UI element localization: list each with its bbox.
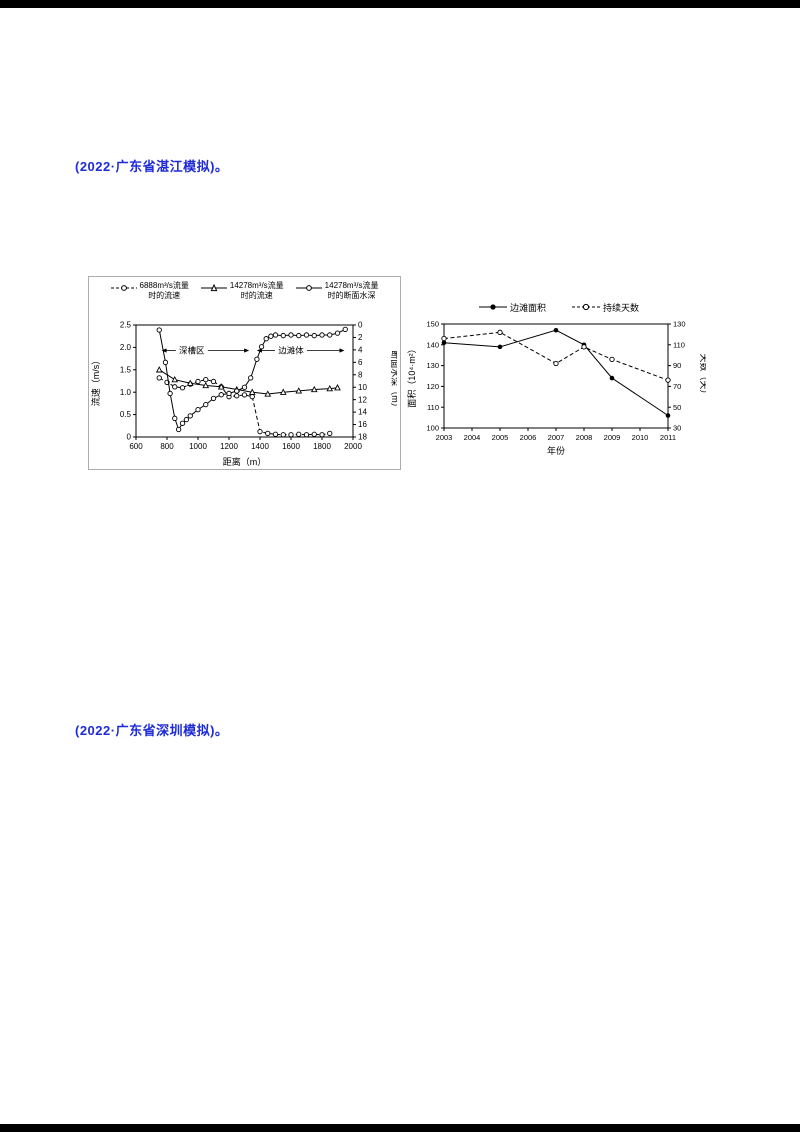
svg-text:120: 120 [426,382,439,391]
left-chart-legend: 6888m³/s流量 时的流速 14278m³/s流量 时的流速 [90,278,399,317]
svg-text:深槽区: 深槽区 [179,346,205,356]
svg-text:150: 150 [426,320,439,329]
legend-item-bar-area: 边滩面积 [478,301,546,314]
svg-text:90: 90 [673,361,681,370]
svg-text:2: 2 [358,333,363,342]
svg-text:6: 6 [358,358,363,367]
svg-text:1600: 1600 [282,442,300,451]
svg-text:1400: 1400 [251,442,269,451]
svg-text:110: 110 [673,340,685,349]
legend-label: 6888m³/s流量 时的流速 [139,281,189,300]
svg-text:100: 100 [426,424,439,433]
svg-text:断面水深（m）: 断面水深（m） [390,350,397,412]
legend-item-duration-days: 持续天数 [572,301,639,314]
solid-filled-circle-marker-icon [478,304,507,310]
legend-item-flow-6888: 6888m³/s流量 时的流速 [110,281,189,300]
right-chart-legend: 边滩面积 持续天数 [406,298,712,316]
dashed-open-circle-marker-icon [572,303,600,311]
svg-text:2009: 2009 [604,433,621,442]
svg-text:1.5: 1.5 [120,365,132,374]
solid-open-circle-marker-icon [295,285,322,291]
svg-text:70: 70 [673,382,681,391]
svg-text:流速（m/s）: 流速（m/s） [90,356,101,407]
legend-item-depth-14278: 14278m³/s流量 时的断面水深 [295,281,379,300]
svg-text:天数（天）: 天数（天） [699,353,706,398]
svg-text:12: 12 [358,395,367,404]
svg-text:0: 0 [358,321,363,330]
svg-text:2010: 2010 [632,433,649,442]
legend-label: 边滩面积 [509,302,546,313]
svg-text:130: 130 [426,361,439,370]
svg-text:2.5: 2.5 [120,321,132,330]
svg-text:1200: 1200 [220,442,238,451]
svg-text:2.0: 2.0 [120,343,132,352]
svg-text:0.5: 0.5 [120,410,132,419]
svg-text:面积（10⁴·m²）: 面积（10⁴·m²） [406,344,417,407]
svg-text:16: 16 [358,420,367,429]
svg-text:2004: 2004 [464,433,481,442]
svg-text:110: 110 [427,403,439,412]
svg-text:2000: 2000 [344,442,362,451]
question-source-2: (2022·广东省深圳模拟)。 [75,723,229,738]
legend-item-flow-14278: 14278m³/s流量 时的流速 [200,281,284,300]
svg-text:边滩体: 边滩体 [278,346,304,356]
svg-text:年份: 年份 [547,445,565,456]
svg-text:600: 600 [129,442,143,451]
svg-text:8: 8 [358,370,363,379]
svg-text:1800: 1800 [313,442,331,451]
svg-text:130: 130 [673,320,686,329]
svg-text:距离（m）: 距离（m） [223,456,267,467]
svg-text:2006: 2006 [520,433,537,442]
legend-label: 14278m³/s流量 时的流速 [229,281,284,300]
area-days-chart: 2003 2004 2005 2006 2007 2008 2009 2010 2011 年份 10… [406,320,706,456]
svg-text:14: 14 [358,408,367,417]
svg-text:30: 30 [673,424,681,433]
question-source-1: (2022·广东省湛江模拟)。 [75,159,229,174]
svg-text:10: 10 [358,383,367,392]
legend-label: 持续天数 [603,302,640,313]
svg-text:1000: 1000 [189,442,207,451]
svg-text:4: 4 [358,345,363,354]
svg-text:2007: 2007 [548,433,565,442]
svg-text:800: 800 [160,442,174,451]
svg-text:18: 18 [358,433,367,442]
area-days-figure: 边滩面积 持续天数 2003 2004 2005 2006 2007 2008 2009 20… [406,298,712,464]
svg-text:2011: 2011 [660,433,676,442]
legend-label: 14278m³/s流量 时的断面水深 [324,281,379,300]
svg-text:50: 50 [673,403,681,412]
svg-text:140: 140 [426,340,439,349]
svg-text:2005: 2005 [492,433,509,442]
solid-open-triangle-marker-icon [200,284,227,292]
svg-text:2003: 2003 [436,433,453,442]
velocity-depth-figure: 6888m³/s流量 时的流速 14278m³/s流量 时的流速 [88,276,401,470]
svg-text:0: 0 [127,433,132,442]
svg-text:1.0: 1.0 [120,388,132,397]
svg-text:2008: 2008 [576,433,593,442]
dashed-open-circle-marker-icon [110,285,137,291]
document-page: (2022·广东省湛江模拟)。 6888m³/s流量 时的流速 [0,8,800,1124]
velocity-depth-chart: 600 800 1000 1200 1400 1600 1800 2000 距离（m） 0 0.5 1… [90,321,397,467]
